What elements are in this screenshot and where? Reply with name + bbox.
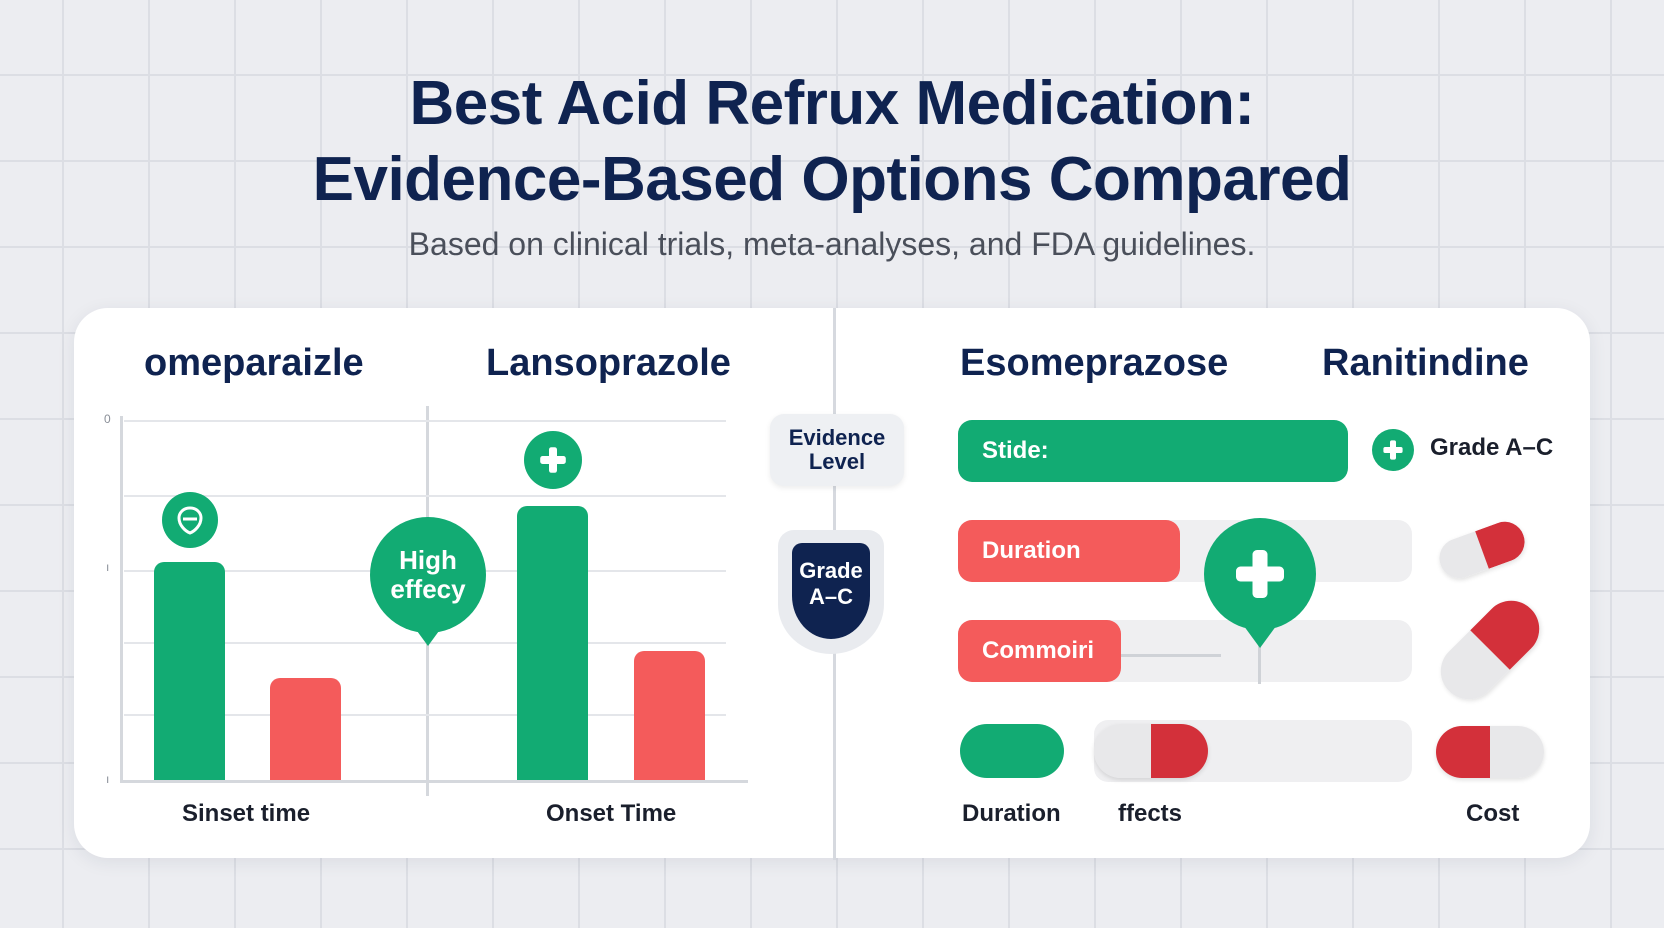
pin-label-line2: effecy (390, 574, 466, 604)
grade-shield-badge: Grade A–C (792, 543, 870, 639)
column-title-lansoprazole: Lansoprazole (486, 342, 731, 384)
pill-capsule-icon (1436, 726, 1544, 778)
column-title-esomeprazole: Esomeprazose (960, 342, 1229, 384)
column-title-ranitidine: Ranitindine (1322, 342, 1529, 384)
x-label-omeprazole: Sinset time (182, 800, 311, 827)
grade-text: Grade A–C (1430, 434, 1554, 461)
grade-plus-icon (1372, 429, 1414, 471)
page-title-line1: Best Acid Refrux Medication: (409, 69, 1255, 138)
plus-pin-icon (1204, 518, 1316, 630)
page-subtitle: Based on clinical trials, meta-analyses,… (408, 226, 1256, 262)
x-label-lansoprazole: Onset Time (546, 800, 677, 827)
evidence-line1: Evidence (788, 425, 886, 450)
plus-icon (524, 431, 582, 489)
y-axis (120, 416, 123, 782)
gridline (124, 714, 726, 716)
shield-leaf-icon (162, 492, 218, 548)
plus-pin-tip (1241, 622, 1279, 648)
label-effects: ffects (1118, 800, 1183, 827)
pin-tip (409, 620, 447, 646)
grade-line2: A–C (808, 584, 853, 609)
bar-duration: Duration (958, 520, 1180, 582)
pill-capsule-icon (1094, 724, 1208, 778)
gridline (124, 420, 726, 422)
pill-duration (960, 724, 1064, 778)
bar-lansoprazole-green (517, 506, 588, 780)
baseline (120, 780, 748, 783)
connector-line (1258, 620, 1261, 684)
page-title-line2: Evidence-Based Options Compared (312, 145, 1352, 214)
high-efficacy-pin: High effecy (370, 517, 486, 633)
bar-lansoprazole-red (634, 651, 705, 780)
bar-omeprazole-green (154, 562, 225, 780)
pin-label-line1: High (399, 545, 457, 575)
bar-stide: Stide: (958, 420, 1348, 482)
tick-bottom: ı (106, 772, 110, 786)
connector-line (1121, 654, 1221, 657)
column-title-omeprazole: omeparaizle (144, 342, 364, 384)
evidence-line2: Level (808, 449, 866, 474)
evidence-level-badge: Evidence Level (770, 414, 904, 486)
tick-top: 0 (104, 412, 111, 426)
tick-mid: ı (106, 560, 110, 574)
gridline (124, 495, 726, 497)
label-cost: Cost (1466, 800, 1520, 827)
grade-line1: Grade (799, 558, 863, 583)
bar-omeprazole-red (270, 678, 341, 780)
bar-commoiri: Commoiri (958, 620, 1121, 682)
label-duration: Duration (962, 800, 1061, 827)
